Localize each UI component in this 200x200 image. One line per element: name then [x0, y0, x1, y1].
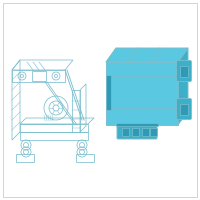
FancyBboxPatch shape — [117, 124, 157, 139]
Bar — [32, 71, 46, 81]
FancyBboxPatch shape — [177, 98, 192, 119]
Bar — [180, 66, 188, 77]
Polygon shape — [106, 48, 188, 62]
Bar — [150, 128, 157, 136]
Bar — [76, 154, 94, 162]
Polygon shape — [178, 48, 188, 125]
Bar — [106, 75, 111, 110]
Bar — [16, 154, 34, 162]
Bar — [116, 123, 158, 126]
Bar — [132, 128, 139, 136]
Polygon shape — [106, 62, 178, 125]
Bar — [142, 128, 149, 136]
FancyBboxPatch shape — [177, 60, 192, 82]
Bar — [122, 128, 129, 136]
Bar — [180, 104, 188, 115]
